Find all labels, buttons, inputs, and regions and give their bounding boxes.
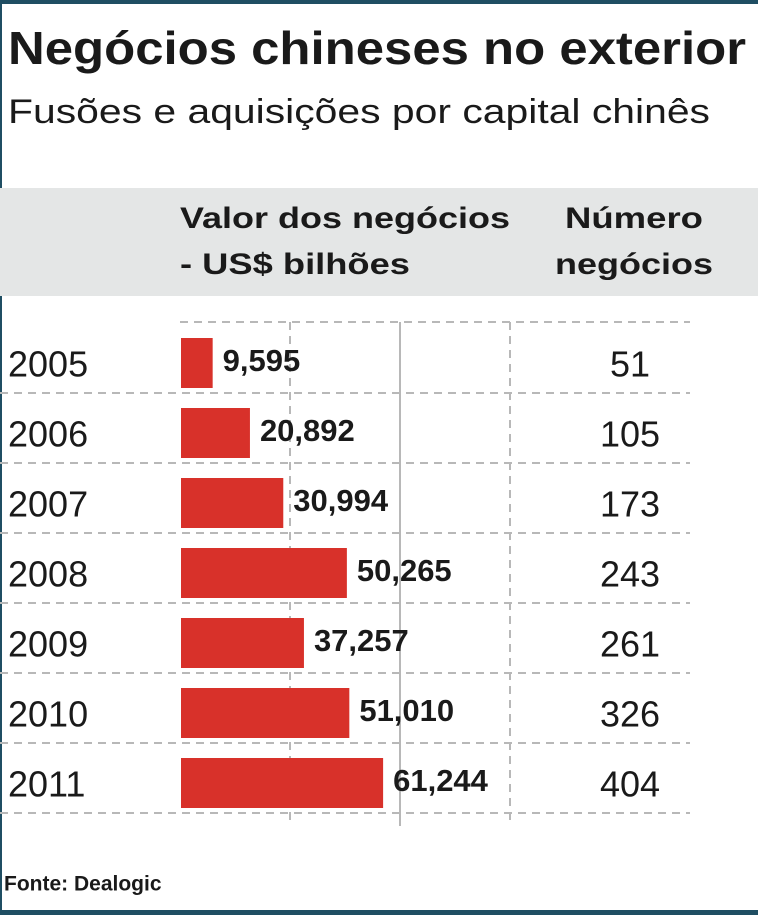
value-header: - US$ bilhões	[180, 248, 410, 281]
bar	[181, 338, 213, 388]
year-label: 2008	[8, 554, 88, 595]
bar	[181, 548, 347, 598]
bar	[181, 408, 250, 458]
value-label: 30,994	[293, 483, 389, 518]
bar	[181, 478, 284, 528]
count: 404	[600, 764, 660, 805]
year-label: 2011	[8, 764, 85, 805]
chart-title: Negócios chineses no exterior	[8, 22, 746, 74]
count: 243	[600, 554, 660, 595]
count: 261	[600, 624, 660, 665]
count: 105	[600, 414, 660, 455]
value-label: 20,892	[260, 413, 355, 448]
count: 326	[600, 694, 660, 735]
value-label: 51,010	[359, 693, 454, 728]
value-label: 50,265	[357, 553, 452, 588]
count: 173	[600, 484, 660, 525]
year-label: 2006	[8, 414, 88, 455]
header-band	[0, 188, 758, 296]
year-label: 2009	[8, 624, 88, 665]
count-header: Número	[565, 202, 703, 235]
source: Fonte: Dealogic	[4, 873, 162, 896]
bar	[181, 688, 350, 738]
count-header: negócios	[555, 248, 713, 281]
value-label: 9,595	[223, 343, 301, 378]
chart-subtitle: Fusões e aquisições por capital chinês	[8, 93, 710, 131]
value-header: Valor dos negócios	[180, 202, 510, 235]
top-border	[0, 0, 758, 4]
bottom-border	[0, 910, 758, 915]
year-label: 2005	[8, 344, 88, 385]
left-border	[0, 0, 2, 915]
bar	[181, 618, 304, 668]
value-label: 37,257	[314, 623, 409, 658]
bar	[181, 758, 384, 808]
year-label: 2010	[8, 694, 88, 735]
count: 51	[610, 344, 650, 385]
year-label: 2007	[8, 484, 88, 525]
value-label: 61,244	[393, 763, 489, 798]
